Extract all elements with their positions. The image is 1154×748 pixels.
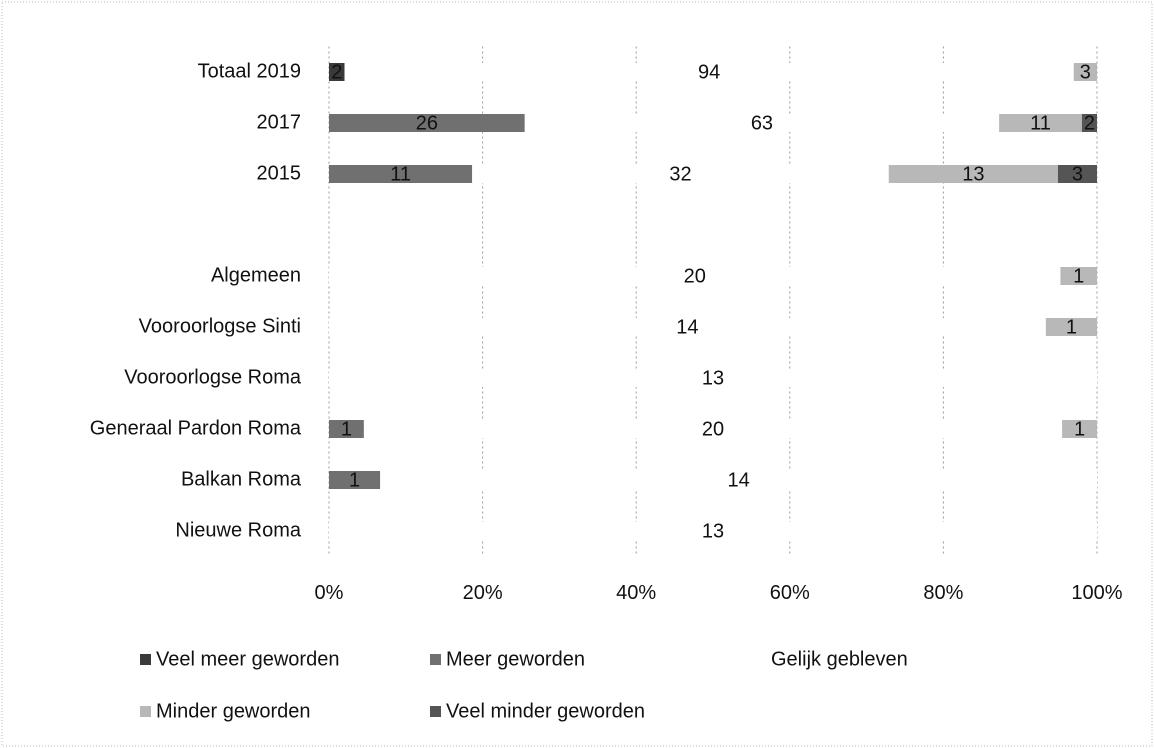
bar-segment	[329, 420, 364, 438]
data-label: 32	[669, 163, 691, 185]
x-tick-label: 40%	[616, 582, 656, 604]
data-label: 3	[1080, 61, 1091, 83]
bar-segment	[1081, 114, 1097, 132]
data-label: 1	[341, 418, 352, 440]
bar-segment	[344, 63, 1074, 81]
data-label: 1	[1074, 418, 1085, 440]
data-label: 63	[751, 112, 773, 134]
y-tick-label: 2017	[257, 111, 302, 133]
data-label: 26	[416, 112, 438, 134]
bar-segment	[1062, 420, 1097, 438]
data-label: 1	[349, 469, 360, 491]
legend-label: Veel meer geworden	[156, 648, 339, 670]
legend-swatch	[755, 654, 766, 665]
bar-segment	[1045, 318, 1097, 336]
y-tick-label: 2015	[257, 162, 302, 184]
legend-swatch	[140, 706, 151, 717]
data-label: 20	[702, 418, 724, 440]
data-label: 1	[1066, 316, 1077, 338]
legend-label: Minder geworden	[156, 700, 311, 722]
data-label: 94	[698, 61, 720, 83]
data-label: 14	[727, 469, 749, 491]
y-tick-label: Vooroorlogse Roma	[124, 366, 302, 388]
bar-segment	[329, 63, 345, 81]
x-tick-label: 60%	[770, 582, 810, 604]
legend-swatch	[430, 706, 441, 717]
bar-segment	[1073, 63, 1097, 81]
y-tick-label: Vooroorlogse Sinti	[139, 315, 301, 337]
bar-segment	[999, 114, 1082, 132]
bar-segment	[329, 114, 525, 132]
data-label: 14	[676, 316, 698, 338]
y-tick-label: Balkan Roma	[181, 468, 302, 490]
data-label: 2	[1084, 112, 1095, 134]
bar-segment	[329, 267, 1061, 285]
bar-segment	[1060, 267, 1097, 285]
data-label: 13	[962, 163, 984, 185]
x-tick-label: 80%	[923, 582, 963, 604]
data-label: 20	[684, 265, 706, 287]
y-tick-label: Generaal Pardon Roma	[90, 417, 302, 439]
data-label: 1	[1073, 265, 1084, 287]
x-tick-label: 0%	[315, 582, 344, 604]
data-label: 3	[1072, 163, 1083, 185]
legend-swatch	[430, 654, 441, 665]
bar-segment	[329, 471, 381, 489]
bar-segment	[363, 420, 1063, 438]
bar-segment	[329, 318, 1046, 336]
y-tick-label: Algemeen	[211, 264, 301, 286]
data-label: 13	[702, 520, 724, 542]
bar-segment	[380, 471, 1097, 489]
x-tick-label: 20%	[463, 582, 503, 604]
data-label: 13	[702, 367, 724, 389]
legend-label: Meer geworden	[446, 648, 585, 670]
data-label: 2	[331, 61, 342, 83]
bar-segment	[329, 165, 473, 183]
legend-label: Veel minder geworden	[446, 700, 645, 722]
bar-segment	[329, 369, 1097, 387]
data-label: 11	[1030, 112, 1051, 134]
bar-segment	[472, 165, 889, 183]
legend-swatch	[140, 654, 151, 665]
y-tick-label: Nieuwe Roma	[175, 519, 301, 541]
bar-segment	[1057, 165, 1097, 183]
legend-label: Gelijk gebleven	[771, 648, 908, 670]
bar-segment	[329, 522, 1097, 540]
bar-segment	[888, 165, 1058, 183]
y-tick-label: Totaal 2019	[198, 60, 301, 82]
data-label: 11	[390, 163, 411, 185]
bar-segment	[524, 114, 1000, 132]
x-tick-label: 100%	[1071, 582, 1122, 604]
